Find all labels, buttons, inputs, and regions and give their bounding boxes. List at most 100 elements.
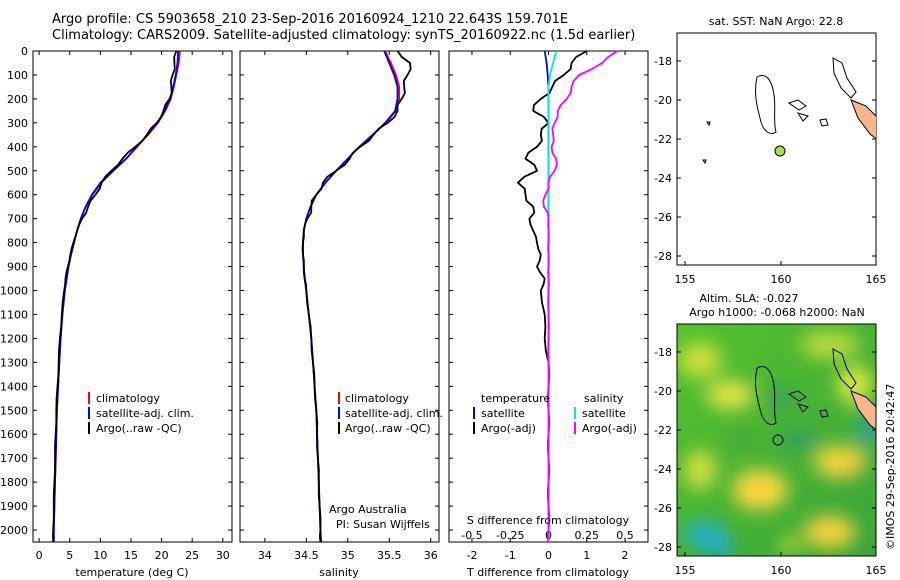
x-tick-label: 0: [36, 549, 43, 562]
land-new-caledonia: [850, 390, 876, 431]
legend-label: climatology: [96, 392, 160, 405]
x-tick-label: 2: [622, 549, 629, 562]
argo-float-marker: [772, 434, 784, 446]
x-tick-label: 30: [216, 549, 230, 562]
depth-tick-label: 500: [7, 165, 28, 178]
header-line-2: Climatology: CARS2009. Satellite-adjuste…: [52, 28, 636, 43]
map2-ssh-field: [677, 324, 876, 556]
temp-lines: [52, 50, 181, 543]
series-line-s-argo-adj-: [542, 50, 618, 543]
map-x-tick-label: 155: [675, 273, 696, 286]
map1-coastlines: [702, 57, 876, 165]
island-outline: [832, 57, 857, 99]
diff-legend: temperature salinity satellite Argo(-adj…: [473, 392, 637, 435]
legend-label: satellite-adj. clim.: [345, 407, 443, 420]
map-y-tick-label: -26: [654, 502, 672, 515]
map2-title-1: Altim. SLA: -0.027: [699, 292, 798, 305]
series-line-t-argo-adj-: [517, 50, 588, 543]
island-outline: [819, 118, 829, 127]
depth-tick-label: 0: [21, 45, 28, 58]
legend-head-salinity: salinity: [584, 392, 624, 405]
depth-axis: 0 100 200 300 400 500 600 700 800 900 1000 1100 1200…: [0, 45, 648, 537]
temp-x-axis: 0 5 10 15 20 25 30: [36, 51, 230, 562]
map-y-tick-label: -18: [654, 346, 672, 359]
land-new-caledonia: [850, 99, 876, 140]
depth-tick-label: 1600: [0, 428, 28, 441]
x-tick-label: 34.5: [294, 549, 319, 562]
island-outline: [755, 366, 777, 426]
series-line-climatology: [52, 50, 181, 542]
map-x-tick-label: 160: [771, 564, 792, 577]
s-diff-tick-label: 0.25: [575, 529, 600, 542]
island-outline: [796, 403, 809, 413]
legend-head-temperature: temperature: [481, 392, 550, 405]
imos-credit: ©IMOS 29-Sep-2016 20:42:47: [884, 383, 897, 550]
map-y-tick-label: -18: [654, 55, 672, 68]
map-x-tick-label: 165: [866, 273, 887, 286]
island-outline: [702, 159, 707, 165]
x-tick-label: 36: [424, 549, 438, 562]
s-diff-tick-label: -0.25: [496, 529, 524, 542]
island-outline: [832, 348, 857, 390]
depth-tick-label: 1400: [0, 380, 28, 393]
argo-float-marker: [774, 145, 786, 157]
legend-label: Argo(..raw -QC): [96, 422, 182, 435]
diff-top-label: S difference from climatology: [467, 514, 630, 527]
island-outline: [787, 99, 807, 111]
depth-tick-label: 1700: [0, 452, 28, 465]
map-y-tick-label: -22: [654, 133, 672, 146]
legend-label: satellite-adj. clim.: [96, 407, 194, 420]
x-tick-label: -1: [505, 549, 516, 562]
s-diff-tick-label: -0.5: [461, 529, 482, 542]
island-outline: [755, 75, 777, 135]
depth-tick-label: 300: [7, 117, 28, 130]
credit-pi: PI: Susan Wijffels: [336, 518, 430, 531]
legend-label: Argo(-adj): [481, 422, 536, 435]
sal-x-axis: 34 34.5 35 35.5 36: [258, 51, 438, 562]
legend-label: Argo(-adj): [582, 422, 637, 435]
diff-lines: [517, 50, 618, 543]
x-tick-label: 20: [155, 549, 169, 562]
temp-xlabel: temperature (deg C): [75, 566, 188, 579]
map-x-tick-label: 160: [771, 273, 792, 286]
map-y-tick-label: -22: [654, 424, 672, 437]
depth-tick-label: 400: [7, 141, 28, 154]
x-tick-label: 0: [545, 549, 552, 562]
series-line-satellite-adj-clim-: [52, 50, 179, 542]
map-y-tick-label: -24: [654, 463, 672, 476]
s-diff-tick-label: 0.5: [616, 529, 634, 542]
x-tick-label: 1: [583, 549, 590, 562]
map-y-tick-label: -26: [654, 211, 672, 224]
sal-lines: [301, 50, 412, 543]
depth-tick-label: 1900: [0, 500, 28, 513]
island-outline: [796, 112, 809, 122]
map-y-tick-label: -24: [654, 172, 672, 185]
depth-tick-label: 1300: [0, 356, 28, 369]
sal-xlabel: salinity: [319, 566, 359, 579]
x-tick-label: 15: [124, 549, 138, 562]
x-tick-label: -2: [466, 549, 477, 562]
island-outline: [706, 121, 711, 127]
depth-tick-label: 2000: [0, 524, 28, 537]
island-outline: [819, 409, 829, 418]
depth-tick-label: 600: [7, 189, 28, 202]
map-y-tick-label: -28: [654, 250, 672, 263]
map-y-tick-label: -20: [654, 94, 672, 107]
header-line-1: Argo profile: CS 5903658_210 23-Sep-2016…: [52, 12, 569, 27]
depth-tick-label: 1500: [0, 404, 28, 417]
x-tick-label: 10: [93, 549, 107, 562]
legend-label: Argo(..raw -QC): [345, 422, 431, 435]
depth-tick-label: 200: [7, 93, 28, 106]
map2-axes: [676, 323, 877, 557]
depth-tick-label: 700: [7, 213, 28, 226]
map2-title-2: Argo h1000: -0.068 h2000: NaN: [689, 306, 865, 319]
depth-tick-label: 1200: [0, 332, 28, 345]
depth-tick-label: 1100: [0, 308, 28, 321]
diff-xlabel: T difference from climatology: [466, 566, 629, 579]
legend-label: climatology: [345, 392, 409, 405]
depth-tick-label: 100: [7, 69, 28, 82]
map-y-tick-label: -20: [654, 385, 672, 398]
